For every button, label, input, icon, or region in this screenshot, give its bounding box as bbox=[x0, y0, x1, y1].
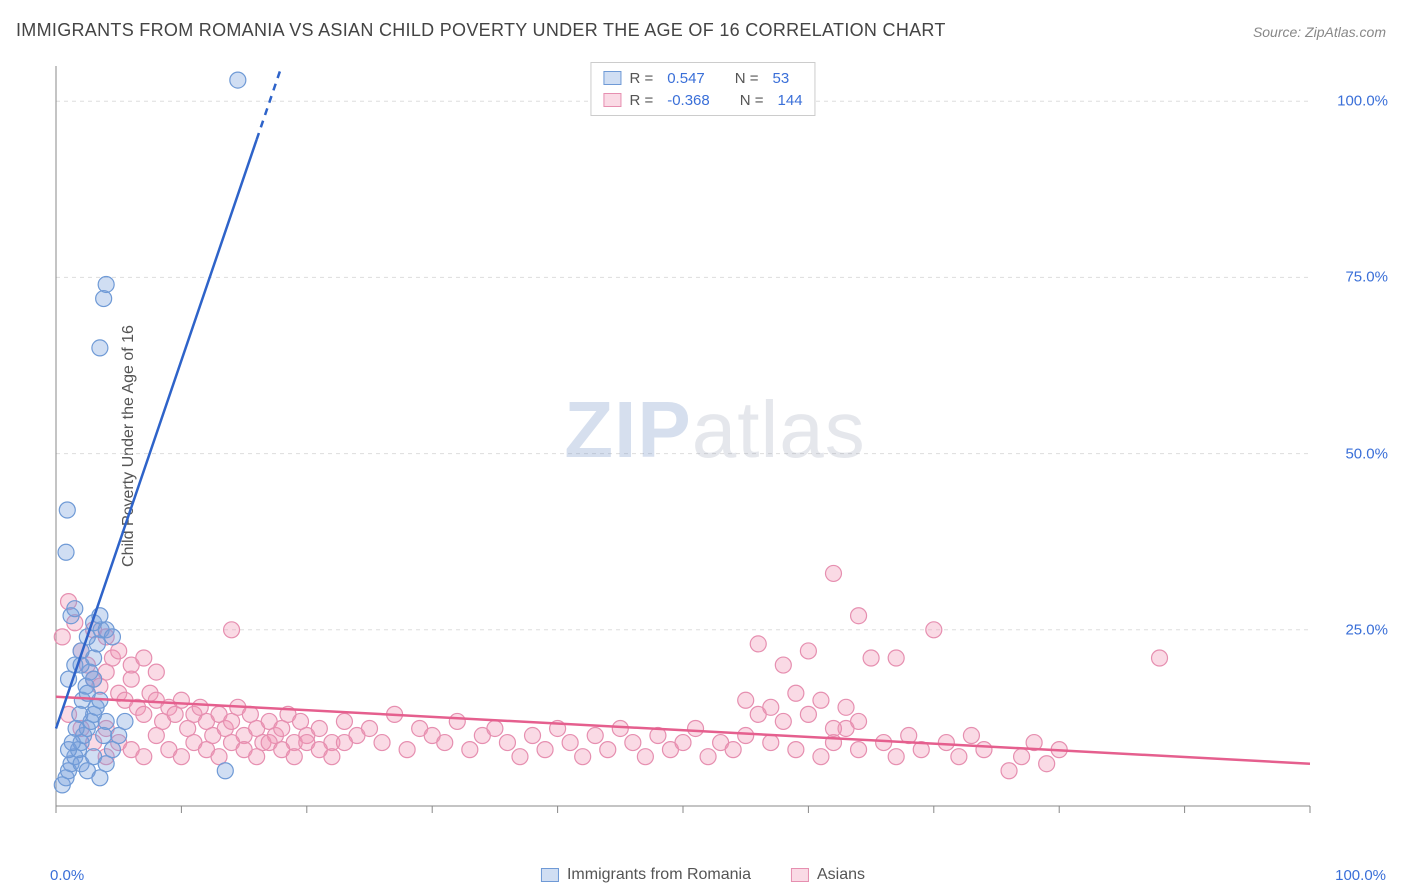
n-value-asians: 144 bbox=[778, 92, 803, 109]
plot-area: ZIPatlas bbox=[50, 60, 1380, 830]
x-axis-max-label: 100.0% bbox=[1335, 867, 1386, 884]
legend-item-asians: Asians bbox=[791, 866, 865, 884]
r-label: R = bbox=[629, 92, 653, 109]
legend-row-romania: R = 0.547 N = 53 bbox=[603, 67, 802, 89]
y-tick-label: 25.0% bbox=[1345, 621, 1388, 638]
n-label: N = bbox=[740, 92, 764, 109]
legend-row-asians: R = -0.368 N = 144 bbox=[603, 89, 802, 111]
scatter-plot-svg bbox=[50, 60, 1380, 830]
r-label: R = bbox=[629, 70, 653, 87]
swatch-romania bbox=[541, 868, 559, 882]
r-value-asians: -0.368 bbox=[667, 92, 710, 109]
r-value-romania: 0.547 bbox=[667, 70, 705, 87]
n-value-romania: 53 bbox=[773, 70, 790, 87]
source-attribution: Source: ZipAtlas.com bbox=[1253, 24, 1386, 40]
series-legend: Immigrants from Romania Asians bbox=[541, 866, 865, 884]
chart-title: IMMIGRANTS FROM ROMANIA VS ASIAN CHILD P… bbox=[16, 20, 946, 41]
correlation-legend: R = 0.547 N = 53 R = -0.368 N = 144 bbox=[590, 62, 815, 116]
legend-item-romania: Immigrants from Romania bbox=[541, 866, 751, 884]
legend-label-romania: Immigrants from Romania bbox=[567, 866, 751, 884]
y-tick-label: 50.0% bbox=[1345, 445, 1388, 462]
n-label: N = bbox=[735, 70, 759, 87]
y-tick-label: 75.0% bbox=[1345, 269, 1388, 286]
legend-label-asians: Asians bbox=[817, 866, 865, 884]
x-axis-min-label: 0.0% bbox=[50, 867, 84, 884]
swatch-asians bbox=[603, 93, 621, 107]
y-tick-label: 100.0% bbox=[1337, 93, 1388, 110]
swatch-romania bbox=[603, 71, 621, 85]
swatch-asians bbox=[791, 868, 809, 882]
